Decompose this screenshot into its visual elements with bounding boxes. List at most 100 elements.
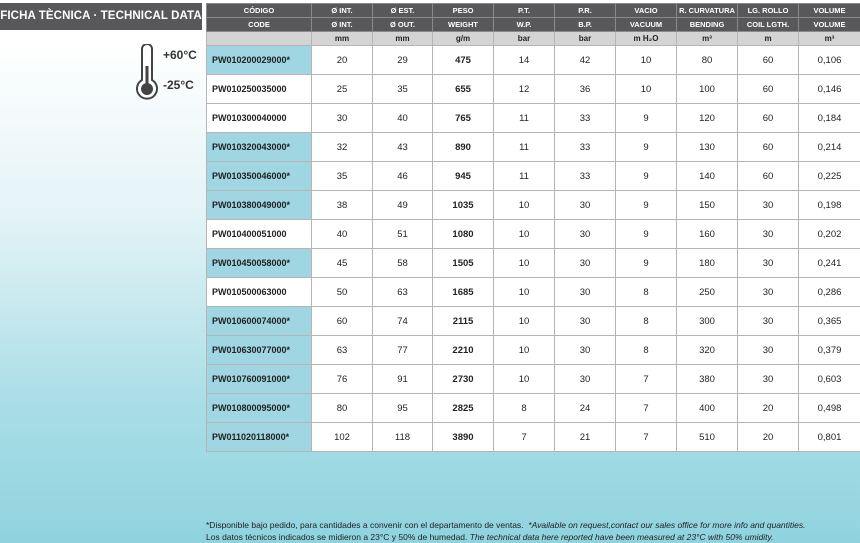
table-cell: 49 (372, 190, 433, 220)
table-cell: LG. ROLLO (737, 3, 799, 18)
table-cell: 7 (615, 364, 677, 394)
table-cell: 1685 (432, 277, 494, 307)
table-cell: VACIO (615, 3, 677, 18)
table-cell: 29 (372, 45, 433, 75)
footer: *Disponible bajo pedido, para cantidades… (206, 519, 805, 543)
table-cell: mm (311, 31, 373, 46)
table-cell: 9 (615, 190, 677, 220)
table-cell: PW010320043000* (206, 132, 312, 162)
table-cell: 20 (737, 422, 799, 452)
table-cell: 33 (554, 161, 616, 191)
temp-min: -25°C (163, 78, 194, 92)
table-cell: 945 (432, 161, 494, 191)
table-cell: mm (372, 31, 433, 46)
thermometer-icon (136, 44, 158, 100)
table-cell: 74 (372, 306, 433, 336)
table-cell: 30 (737, 277, 799, 307)
table-cell: 8 (615, 335, 677, 365)
table-row: PW010800095000* 80 95 2825 8 24 7 400 20 0,498 (206, 393, 860, 423)
table-row: PW010350046000* 35 46 945 11 33 9 140 60 0,225 (206, 161, 860, 191)
table-cell: 10 (493, 335, 555, 365)
table-cell: 33 (554, 103, 616, 133)
table-cell: 10 (615, 45, 677, 75)
table-cell: 8 (615, 277, 677, 307)
table-cell: VACUUM (615, 17, 677, 32)
table-cell: PW010500063000 (206, 277, 312, 307)
table-cell: PESO (432, 3, 494, 18)
table-cell: 11 (493, 103, 555, 133)
table-cell: 0,801 (798, 422, 860, 452)
table-cell: 51 (372, 219, 433, 249)
table-cell: 0,214 (798, 132, 860, 162)
table-cell: 1035 (432, 190, 494, 220)
table-cell: P.R. (554, 3, 616, 18)
table-row: PW010630077000* 63 77 2210 10 30 8 320 30 0,379 (206, 335, 860, 365)
table-cell: 40 (372, 103, 433, 133)
table-cell: 0,498 (798, 393, 860, 423)
table-cell: 32 (311, 132, 373, 162)
table-cell: 60 (737, 74, 799, 104)
table-cell: 80 (311, 393, 373, 423)
footer-en: The technical data here reported have be… (469, 532, 774, 542)
table-cell: 95 (372, 393, 433, 423)
table-cell: 14 (493, 45, 555, 75)
table-cell: 7 (493, 422, 555, 452)
table-cell: 36 (554, 74, 616, 104)
table-cell: 30 (737, 364, 799, 394)
table-cell: 30 (737, 219, 799, 249)
table-cell: 60 (737, 161, 799, 191)
table-cell: m (737, 31, 799, 46)
table-cell: 890 (432, 132, 494, 162)
table-cell: 102 (311, 422, 373, 452)
table-cell: 0,146 (798, 74, 860, 104)
table-cell: 100 (676, 74, 738, 104)
table-cell: PW010450058000* (206, 248, 312, 278)
table-cell: 35 (372, 74, 433, 104)
table-cell: g/m (432, 31, 494, 46)
table-cell: 9 (615, 103, 677, 133)
table-cell: 40 (311, 219, 373, 249)
table-row: PW010200029000* 20 29 475 14 42 10 80 60 0,106 (206, 45, 860, 75)
table-cell: PW010300040000 (206, 103, 312, 133)
table-cell: 510 (676, 422, 738, 452)
table-cell: PW010600074000* (206, 306, 312, 336)
table-cell: 0,106 (798, 45, 860, 75)
table-cell: 10 (493, 219, 555, 249)
table-cell: 0,379 (798, 335, 860, 365)
table-cell: 80 (676, 45, 738, 75)
table-cell: 60 (737, 103, 799, 133)
table-cell: 21 (554, 422, 616, 452)
table-row: PW011020118000* 102 118 3890 7 21 7 510 20 0,801 (206, 422, 860, 452)
table-cell: 8 (615, 306, 677, 336)
table-cell: 30 (554, 335, 616, 365)
table-cell: PW010400051000 (206, 219, 312, 249)
table-cell: WEIGHT (432, 17, 494, 32)
table-cell: 30 (554, 190, 616, 220)
table-cell: 8 (493, 393, 555, 423)
spec-table: CÓDIGO Ø INT. Ø EST. PESO P.T. P.R. VACIO R. CU… (206, 3, 860, 452)
table-cell: 25 (311, 74, 373, 104)
table-cell: 10 (493, 364, 555, 394)
table-cell: 20 (311, 45, 373, 75)
table-row: CODE Ø INT. Ø OUT. WEIGHT W.P. B.P. VACUUM BEND… (206, 17, 860, 32)
table-cell: CÓDIGO (206, 3, 312, 18)
table-cell: PW010250035000 (206, 74, 312, 104)
table-row: PW010300040000 30 40 765 11 33 9 120 60 0,184 (206, 103, 860, 133)
table-cell: 10 (615, 74, 677, 104)
table-cell: 30 (737, 248, 799, 278)
table-cell: 12 (493, 74, 555, 104)
table-row: PW010380049000* 38 49 1035 10 30 9 150 30 0,198 (206, 190, 860, 220)
footer-es: Los datos técnicos indicados se midieron… (206, 532, 468, 542)
table-cell: 20 (737, 393, 799, 423)
table-cell: 30 (554, 364, 616, 394)
table-cell: 7 (615, 393, 677, 423)
table-cell: 2210 (432, 335, 494, 365)
table-cell: 3890 (432, 422, 494, 452)
table-cell: 30 (554, 277, 616, 307)
table-cell: PW010200029000* (206, 45, 312, 75)
table-cell: 118 (372, 422, 433, 452)
table-cell: 9 (615, 132, 677, 162)
table-cell: 765 (432, 103, 494, 133)
table-cell: 7 (615, 422, 677, 452)
table-cell: 60 (737, 132, 799, 162)
